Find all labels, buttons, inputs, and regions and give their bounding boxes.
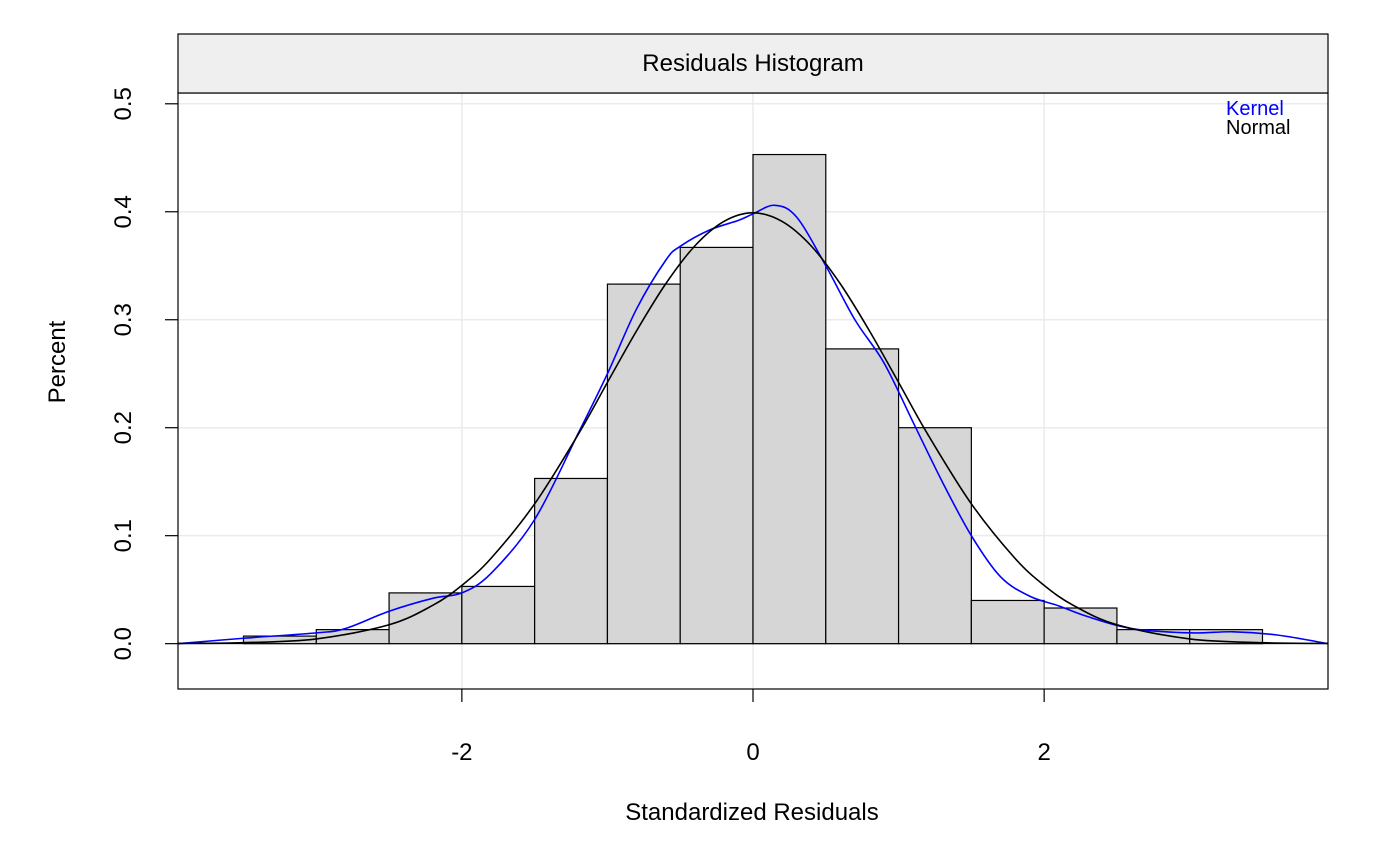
- x-tick-label: 0: [746, 739, 759, 766]
- y-axis: 0.0 0.1 0.2 0.3 0.4 0.5: [110, 87, 178, 660]
- density-lines: [177, 204, 1329, 645]
- legend-label-normal: Normal: [1226, 117, 1290, 139]
- title-strip: Residuals Histogram: [177, 33, 1329, 94]
- x-tick-label: 2: [1037, 739, 1050, 766]
- histogram-bars: [242, 153, 1264, 645]
- y-tick-label: 0.2: [110, 411, 137, 444]
- y-tick-label: 0.4: [110, 195, 137, 228]
- histogram-bar: [825, 348, 900, 645]
- histogram-bar: [752, 153, 827, 645]
- chart-title: Residuals Histogram: [642, 50, 863, 77]
- x-tick-label: -2: [451, 739, 472, 766]
- histogram-bar: [606, 283, 681, 645]
- histogram-bar: [461, 585, 536, 645]
- histogram-bar: [679, 246, 754, 645]
- x-axis-title: Standardized Residuals: [625, 799, 879, 826]
- histogram-bar: [970, 599, 1045, 645]
- x-axis: -2 0 2: [451, 689, 1051, 766]
- y-axis-title: Percent: [44, 320, 71, 403]
- legend-label-kernel: Kernel: [1226, 98, 1284, 120]
- y-tick-label: 0.0: [110, 627, 137, 660]
- y-tick-label: 0.5: [110, 87, 137, 120]
- histogram-bar: [534, 477, 609, 645]
- normal-density-line: [177, 212, 1329, 645]
- y-tick-label: 0.3: [110, 303, 137, 336]
- y-tick-label: 0.1: [110, 519, 137, 552]
- histogram-bar: [897, 427, 972, 645]
